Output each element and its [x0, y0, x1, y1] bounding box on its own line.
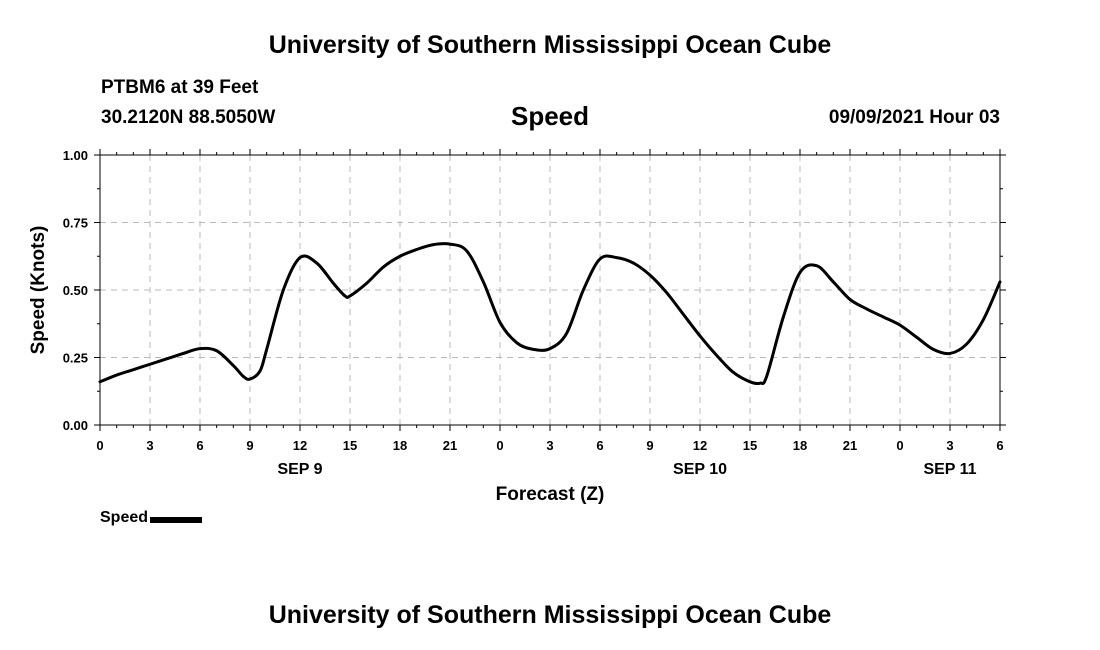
y-tick-label: 0.25: [63, 351, 88, 366]
date-label: SEP 10: [673, 461, 727, 478]
axis-ticks: [94, 149, 1006, 431]
x-tick-label: 18: [793, 438, 807, 453]
series-line-speed: [98, 242, 1002, 386]
x-tick-label: 12: [293, 438, 307, 453]
x-tick-label: 0: [96, 438, 103, 453]
x-tick-label: 9: [646, 438, 653, 453]
x-tick-label: 3: [146, 438, 153, 453]
y-tick-label: 0.00: [63, 418, 88, 433]
x-tick-label: 15: [743, 438, 757, 453]
x-tick-label: 3: [946, 438, 953, 453]
date-label: SEP 11: [923, 461, 976, 478]
x-axis-label: Forecast (Z): [496, 484, 605, 505]
y-axis-label: Speed (Knots): [28, 226, 49, 355]
x-tick-label: 6: [996, 438, 1003, 453]
x-tick-label: 6: [596, 438, 603, 453]
y-tick-label: 0.50: [63, 283, 88, 298]
footer-title: University of Southern Mississippi Ocean…: [268, 601, 832, 629]
x-tick-label: 0: [496, 438, 503, 453]
y-tick-labels: 0.00 0.25 0.50 0.75 1.00: [63, 148, 88, 433]
legend-label: Speed: [100, 509, 149, 526]
station-label: PTBM6 at 39 Feet: [101, 77, 259, 98]
x-tick-label: 12: [693, 438, 707, 453]
x-tick-label: 3: [546, 438, 553, 453]
y-tick-label: 0.75: [63, 216, 88, 231]
page-title: University of Southern Mississippi Ocean…: [268, 31, 832, 59]
x-tick-label: 9: [246, 438, 253, 453]
x-tick-label: 18: [393, 438, 407, 453]
timestamp-label: 09/09/2021 Hour 03: [828, 107, 1000, 128]
x-tick-label: 0: [896, 438, 903, 453]
x-tick-label: 21: [443, 438, 457, 453]
x-tick-label: 15: [343, 438, 357, 453]
date-label: SEP 9: [277, 461, 322, 478]
x-tick-labels: 0 3 6 9 12 15 18 21 0 3 6 9 12 15 18 21 0 3 6: [96, 438, 1003, 453]
grid: [100, 155, 1000, 425]
chart-title: Speed: [510, 101, 590, 131]
x-tick-label: 21: [843, 438, 857, 453]
coordinates-label: 30.2120N 88.5050W: [101, 107, 276, 128]
legend: Speed: [100, 509, 203, 527]
x-tick-label: 6: [196, 438, 203, 453]
date-labels: SEP 9 SEP 10 SEP 11: [277, 461, 976, 478]
y-tick-label: 1.00: [63, 148, 88, 163]
legend-swatch: [150, 516, 203, 523]
